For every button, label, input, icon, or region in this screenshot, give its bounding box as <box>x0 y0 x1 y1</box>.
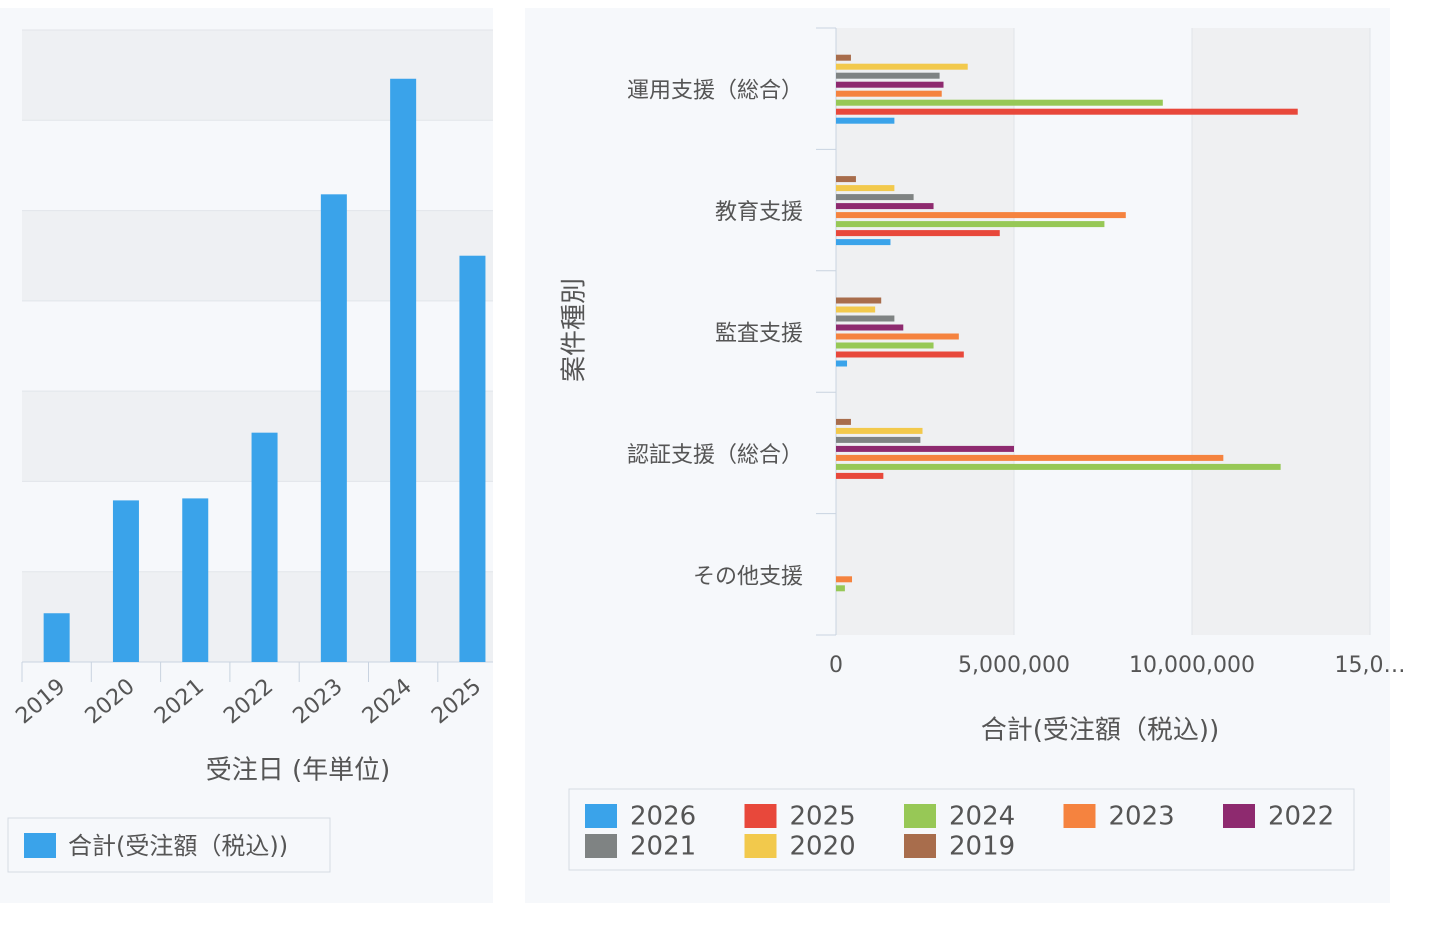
bar <box>836 81 944 88</box>
y-tick-label: 教育支援 <box>715 200 803 225</box>
legend-box <box>7 817 331 873</box>
bar <box>836 427 923 434</box>
x-tick-label: 15,0… <box>1335 653 1406 678</box>
grid-band <box>22 210 493 301</box>
legend-label: 2022 <box>1268 802 1334 832</box>
x-axis-label: 受注日 (年単位) <box>206 756 391 786</box>
bar <box>836 221 1105 228</box>
legend-swatch <box>585 804 617 828</box>
y-tick-label: 認証支援（総合） <box>627 443 803 468</box>
legend-label: 2019 <box>949 832 1015 862</box>
bar <box>836 454 1224 461</box>
bar <box>836 463 1281 470</box>
legend-label: 2025 <box>790 802 856 832</box>
bar <box>836 472 884 479</box>
bar <box>836 108 1298 115</box>
bar <box>836 72 940 79</box>
bar <box>836 99 1163 106</box>
legend-label: 2023 <box>1109 802 1175 832</box>
bar <box>836 360 848 367</box>
legend-swatch <box>904 804 936 828</box>
bar <box>836 203 934 210</box>
bar <box>836 54 851 61</box>
bar <box>836 351 964 358</box>
legend-label: 2021 <box>630 832 696 862</box>
bar <box>390 78 417 663</box>
bar <box>836 585 845 592</box>
bar <box>836 315 895 322</box>
bar <box>459 255 486 662</box>
bar <box>836 576 853 583</box>
bar <box>182 498 209 662</box>
bar <box>836 176 856 183</box>
bar <box>836 297 882 304</box>
grid-band <box>1192 28 1370 635</box>
legend-swatch <box>904 834 936 858</box>
bar <box>836 117 895 124</box>
bar <box>836 63 968 70</box>
bar <box>836 212 1126 219</box>
bar <box>836 90 942 97</box>
bar <box>836 230 1000 237</box>
legend-swatch <box>744 834 777 858</box>
legend-label: 合計(受注額（税込)) <box>68 832 288 860</box>
x-tick-label: 0 <box>829 653 843 678</box>
bar <box>320 194 347 662</box>
y-tick-label: その他支援 <box>693 564 803 589</box>
legend-swatch <box>24 833 56 858</box>
y-tick-label: 監査支援 <box>715 322 803 347</box>
legend-swatch <box>744 804 777 828</box>
grid-band <box>836 28 1014 635</box>
legend-label: 2020 <box>790 832 856 862</box>
legend-box <box>568 788 1355 871</box>
legend-label: 2024 <box>949 802 1015 832</box>
grid-band <box>22 30 493 121</box>
x-tick-label: 10,000,000 <box>1129 653 1255 678</box>
bar <box>43 613 70 662</box>
bar <box>836 436 921 443</box>
y-tick-label: 運用支援（総合） <box>627 79 803 104</box>
bar <box>836 342 934 349</box>
bar <box>112 500 139 662</box>
x-tick-label: 5,000,000 <box>958 653 1070 678</box>
bar <box>836 194 914 201</box>
bar <box>251 432 278 662</box>
bar <box>836 185 895 192</box>
bar <box>836 324 904 331</box>
x-axis-label: 合計(受注額（税込)) <box>981 716 1219 746</box>
bar <box>836 445 1014 452</box>
y-axis-label: 案件種別 <box>560 278 590 382</box>
bar <box>836 306 876 313</box>
legend-label: 2026 <box>630 802 696 832</box>
bar <box>836 418 851 425</box>
bar <box>836 333 959 340</box>
legend-swatch <box>1063 804 1096 828</box>
legend-swatch <box>585 834 617 858</box>
legend-swatch <box>1223 804 1255 828</box>
bar <box>836 239 891 246</box>
